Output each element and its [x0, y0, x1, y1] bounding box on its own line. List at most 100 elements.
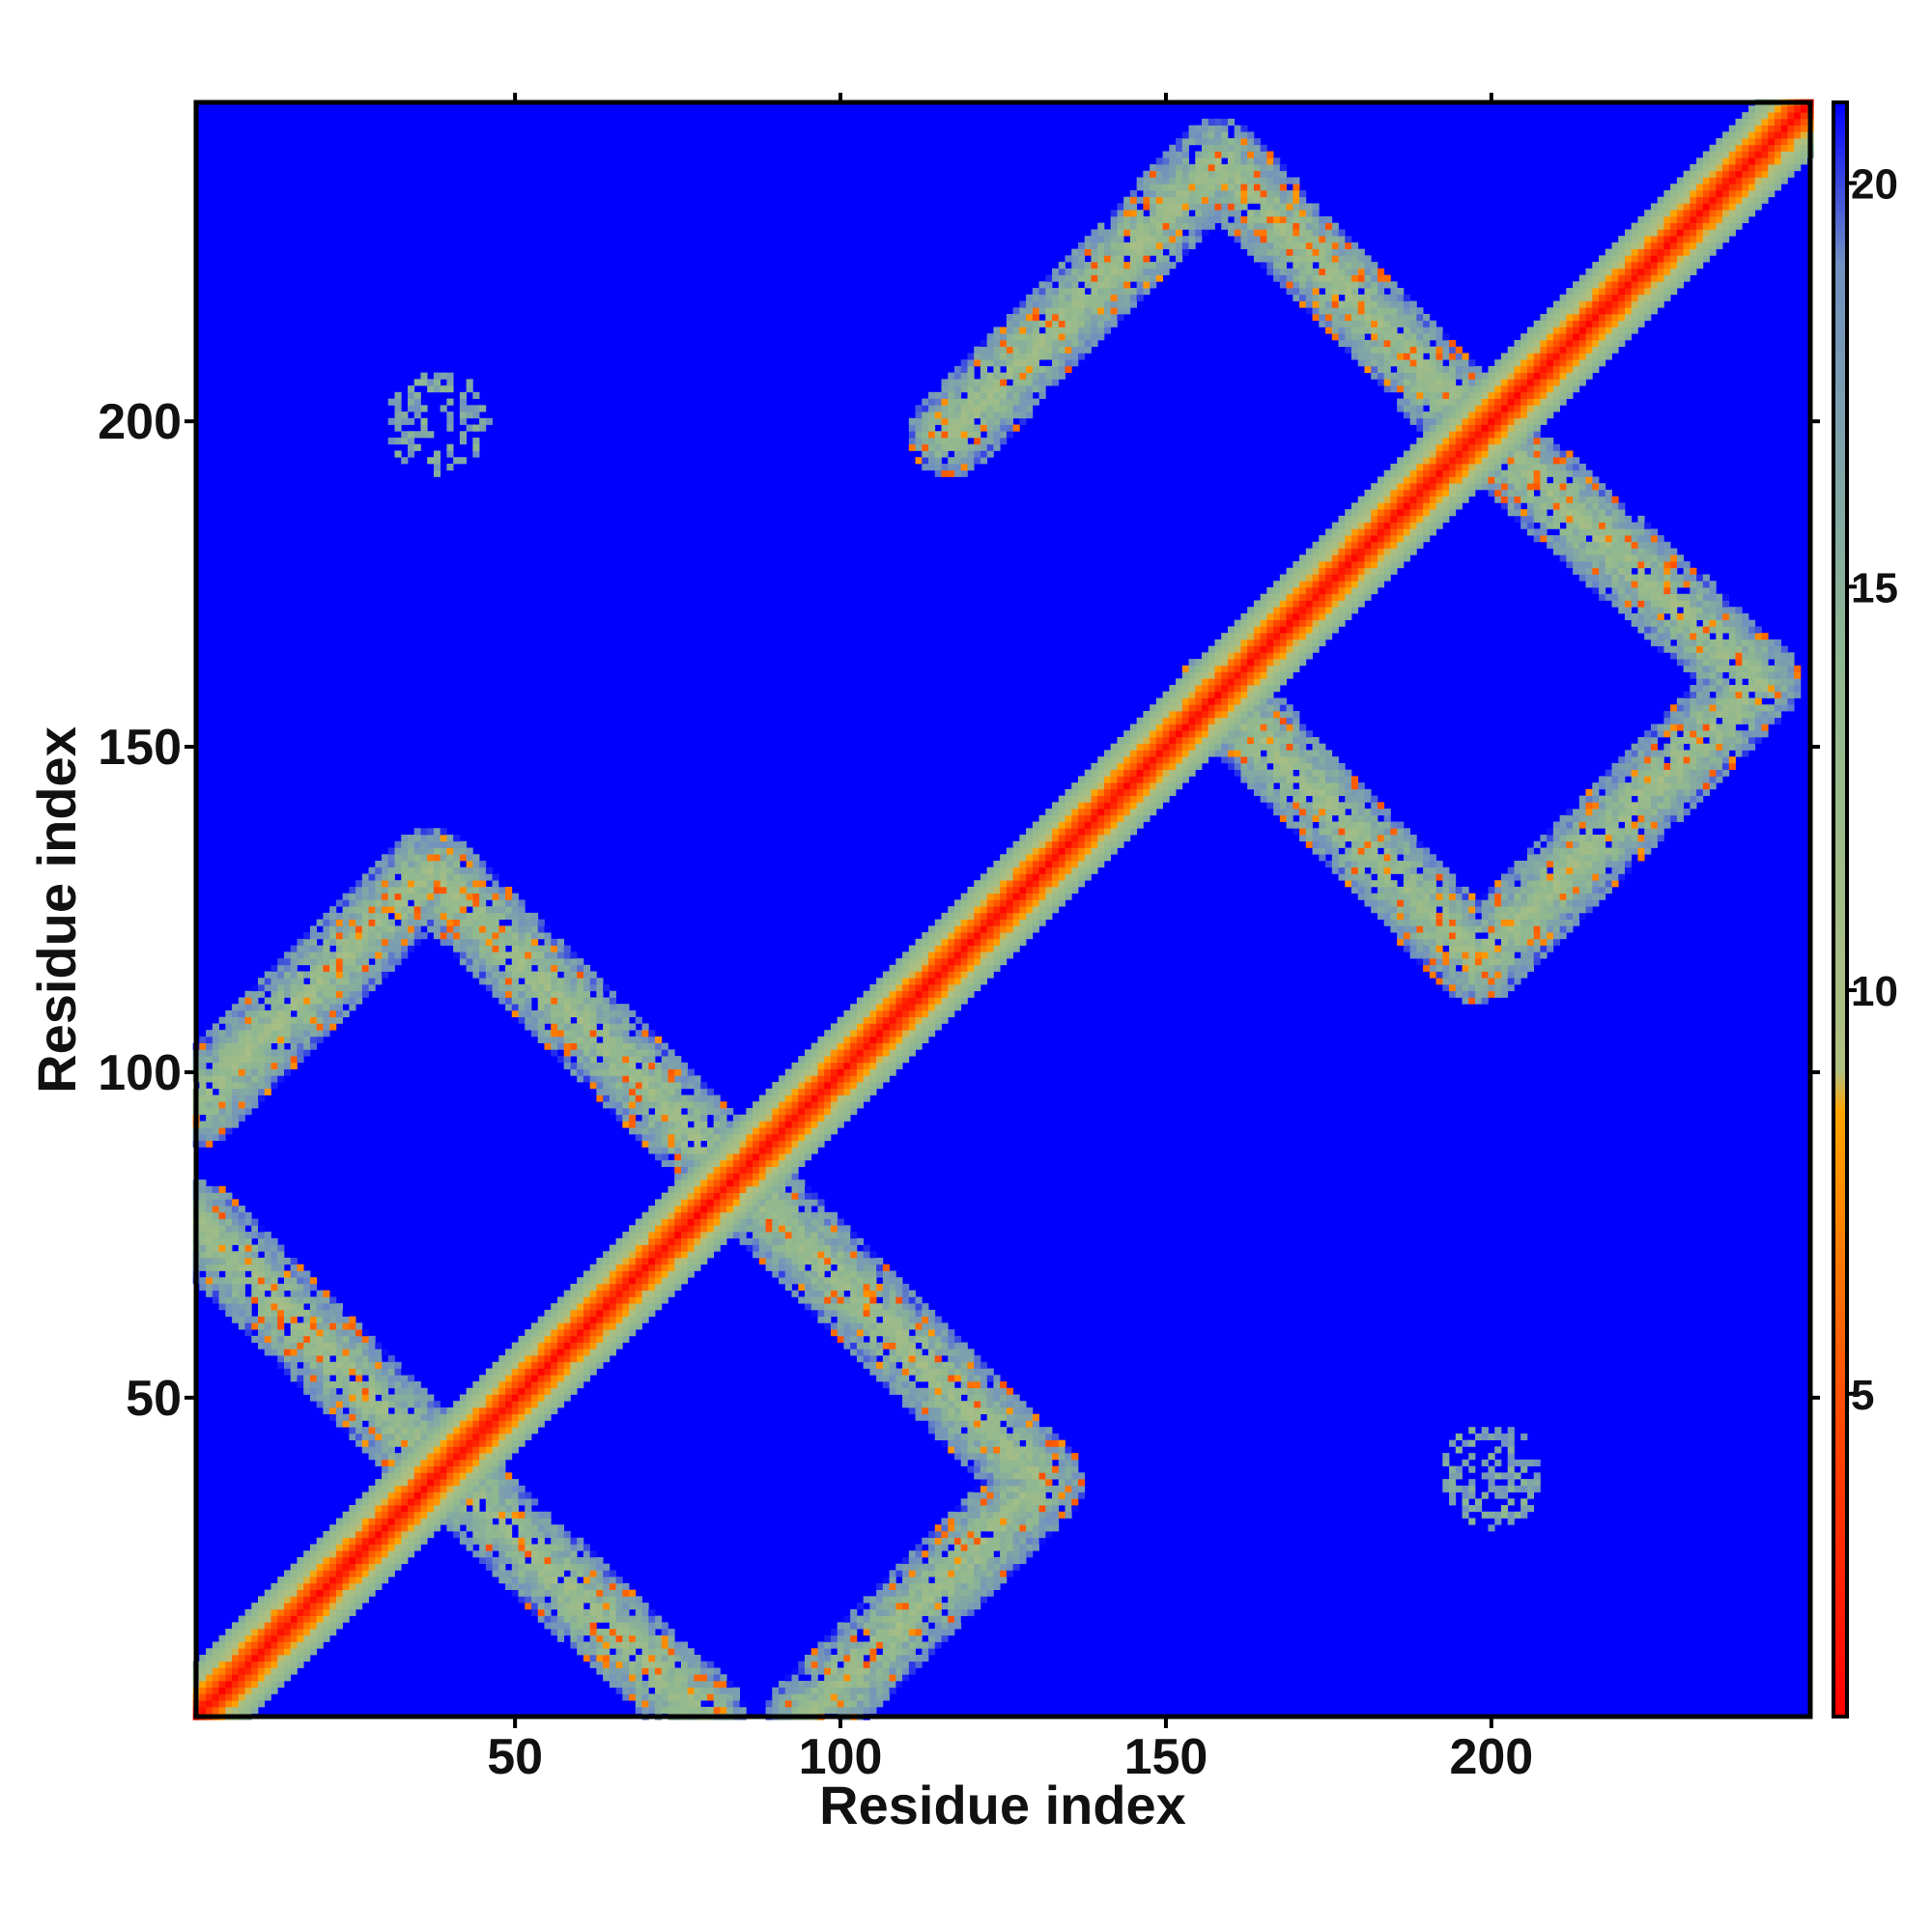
heatmap-cell: [309, 1023, 318, 1031]
heatmap-cell: [316, 932, 324, 940]
heatmap-cell: [316, 1556, 324, 1565]
heatmap-cell: [635, 1596, 642, 1604]
heatmap-cell: [218, 1101, 226, 1109]
heatmap-cell: [582, 1316, 591, 1323]
heatmap-cell: [824, 1264, 832, 1271]
heatmap-cell: [563, 1342, 571, 1350]
heatmap-cell: [290, 1648, 298, 1656]
heatmap-cell: [361, 1524, 369, 1532]
heatmap-cell: [199, 1700, 207, 1708]
heatmap-cell: [238, 1075, 245, 1083]
heatmap-cell: [349, 1582, 356, 1590]
heatmap-cell: [518, 1537, 526, 1545]
heatmap-cell: [518, 1009, 526, 1018]
heatmap-cell: [290, 1342, 298, 1350]
heatmap-cell: [498, 1375, 506, 1382]
heatmap-cell: [270, 1004, 278, 1011]
heatmap-cell: [668, 1206, 675, 1213]
heatmap-cell: [258, 1023, 266, 1031]
heatmap-cell: [784, 1108, 792, 1116]
heatmap-cell: [615, 1303, 623, 1311]
heatmap-cell: [218, 1036, 226, 1044]
heatmap-cell: [375, 1563, 383, 1571]
heatmap-cell: [433, 899, 441, 907]
heatmap-cell: [277, 1036, 285, 1044]
heatmap-cell: [283, 1257, 292, 1265]
heatmap-cell: [570, 1296, 578, 1304]
heatmap-cell: [316, 984, 324, 992]
heatmap-cell: [316, 1615, 324, 1623]
heatmap-cell: [817, 1251, 825, 1259]
heatmap-cell: [720, 1179, 727, 1187]
heatmap-cell: [641, 1316, 649, 1323]
heatmap-cell: [375, 1355, 383, 1363]
heatmap-cell: [661, 1237, 668, 1245]
heatmap-cell: [413, 1492, 421, 1499]
heatmap-cell: [758, 1153, 766, 1161]
heatmap-cell: [609, 1036, 616, 1044]
heatmap-cell: [492, 1387, 499, 1395]
heatmap-cell: [303, 1355, 311, 1363]
heatmap-cell: [641, 1023, 649, 1031]
heatmap-cell: [361, 1505, 369, 1513]
heatmap-cell: [303, 1023, 311, 1031]
heatmap-cell: [401, 860, 409, 868]
heatmap-cell: [238, 1622, 245, 1630]
heatmap-cell: [824, 1655, 832, 1662]
heatmap-cell: [218, 1290, 226, 1297]
heatmap-cell: [355, 1387, 363, 1395]
heatmap-cell: [459, 1446, 468, 1454]
heatmap-cell: [446, 1459, 454, 1466]
heatmap-cell: [570, 1381, 578, 1389]
heatmap-cell: [596, 1004, 604, 1011]
heatmap-cell: [283, 1608, 292, 1616]
heatmap-cell: [309, 1596, 318, 1604]
heatmap-cell: [856, 1101, 865, 1109]
heatmap-cell: [427, 1413, 435, 1421]
heatmap-cell: [218, 1706, 226, 1715]
heatmap-cell: [563, 1381, 571, 1389]
heatmap-cell: [511, 1342, 519, 1350]
heatmap-cell: [264, 1016, 271, 1024]
heatmap-cell: [772, 1166, 780, 1174]
heatmap-cell: [850, 1303, 858, 1311]
heatmap-cell: [869, 1349, 877, 1356]
heatmap-cell: [577, 1634, 584, 1642]
heatmap-cell: [329, 1004, 337, 1011]
heatmap-cell: [361, 1401, 369, 1408]
heatmap-cell: [700, 1232, 708, 1239]
heatmap-cell: [615, 1615, 623, 1623]
heatmap-cell: [335, 1381, 343, 1389]
heatmap-cell: [531, 1375, 539, 1382]
heatmap-cell: [615, 1264, 623, 1271]
heatmap-cell: [641, 1680, 649, 1689]
heatmap-cell: [525, 1349, 532, 1356]
heatmap-cell: [798, 1094, 806, 1102]
heatmap-cell: [297, 938, 304, 946]
heatmap-cell: [394, 847, 402, 855]
heatmap-cell: [603, 1101, 611, 1109]
heatmap-cell: [577, 1309, 584, 1317]
heatmap-cell: [349, 912, 356, 920]
heatmap-cell: [355, 952, 363, 959]
heatmap-cell: [655, 1277, 663, 1285]
heatmap-cell: [453, 1485, 461, 1492]
heatmap-cell: [283, 1036, 292, 1044]
heatmap-cell: [387, 1433, 395, 1441]
heatmap-cell: [596, 1277, 604, 1285]
heatmap-cell: [413, 1537, 421, 1545]
heatmap-cell: [824, 1296, 832, 1304]
heatmap-cell: [206, 1251, 213, 1259]
heatmap-cell: [856, 1680, 865, 1689]
heatmap-cell: [531, 1349, 539, 1356]
heatmap-cell: [453, 1518, 461, 1525]
heatmap-cell: [433, 867, 441, 874]
heatmap-cell: [342, 899, 350, 907]
heatmap-cell: [264, 1049, 271, 1057]
heatmap-cell: [694, 1244, 701, 1252]
heatmap-cell: [264, 1335, 271, 1343]
heatmap-cell: [479, 1446, 487, 1454]
heatmap-cell: [824, 1049, 832, 1057]
heatmap-cell: [537, 1420, 545, 1428]
heatmap-cell: [238, 1082, 245, 1090]
